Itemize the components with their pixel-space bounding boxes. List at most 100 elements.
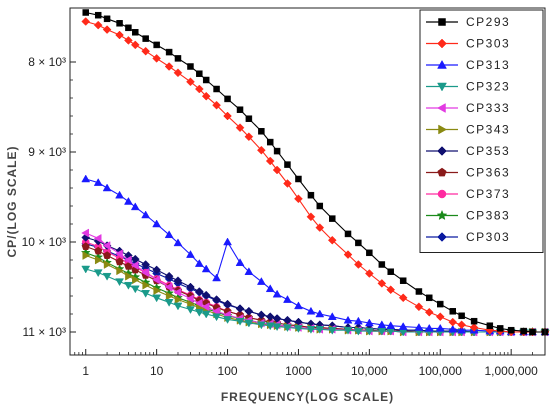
data-point <box>124 36 133 45</box>
series-cp303-1 <box>81 17 550 337</box>
legend-marker <box>437 189 447 199</box>
data-point <box>81 17 91 26</box>
data-point <box>343 326 353 335</box>
data-point <box>327 235 337 245</box>
data-point <box>272 289 282 298</box>
legend-label: CP323 <box>466 80 510 94</box>
data-point <box>212 273 221 282</box>
data-point <box>94 246 103 255</box>
data-point <box>153 286 162 296</box>
data-point <box>130 202 140 211</box>
data-point <box>130 40 140 50</box>
data-point <box>244 319 254 328</box>
data-point <box>283 295 292 303</box>
data-point <box>201 302 210 312</box>
plot-frame <box>69 7 546 356</box>
data-point <box>437 300 444 308</box>
data-point <box>164 299 174 307</box>
data-point <box>354 260 363 269</box>
data-point <box>235 123 245 133</box>
data-point <box>201 310 211 319</box>
legend-item: CP353 <box>426 144 510 158</box>
legend-label: CP313 <box>466 58 510 72</box>
data-point <box>141 46 151 56</box>
data-point <box>132 275 140 285</box>
legend-label: CP303 <box>466 37 510 51</box>
data-point <box>152 275 160 285</box>
data-point <box>435 312 445 322</box>
data-point <box>132 29 139 36</box>
data-point <box>103 15 111 23</box>
data-point <box>82 251 91 260</box>
legend-label: CP363 <box>466 166 510 180</box>
data-point <box>258 128 265 135</box>
data-point <box>265 312 275 322</box>
data-point <box>343 250 353 259</box>
data-point <box>165 48 173 56</box>
data-point <box>377 320 387 329</box>
data-point <box>201 91 211 101</box>
data-point <box>123 196 133 205</box>
data-point <box>124 261 133 270</box>
data-point <box>194 287 204 296</box>
data-point <box>123 281 133 290</box>
x-tick-label: 10,000 <box>351 364 388 378</box>
data-point <box>212 295 221 304</box>
data-point <box>103 260 112 269</box>
data-point <box>377 327 387 336</box>
data-point <box>469 323 479 332</box>
data-point <box>194 84 204 94</box>
data-point <box>244 132 254 142</box>
data-point <box>266 138 274 146</box>
data-point <box>187 299 195 309</box>
legend-label: CP373 <box>466 187 510 201</box>
x-tick-label: 1 <box>82 364 89 378</box>
y-tick-label: 8 × 10³ <box>28 55 66 69</box>
data-point <box>125 24 132 32</box>
data-point <box>152 54 161 63</box>
legend-item: CP333 <box>426 101 510 115</box>
data-point <box>102 183 112 192</box>
data-point <box>457 320 466 330</box>
legend-label: CP333 <box>466 101 510 115</box>
data-point <box>141 260 151 269</box>
legend-item: CP293 <box>426 15 509 29</box>
data-point <box>81 242 90 250</box>
data-point <box>94 11 102 19</box>
data-point <box>141 290 151 298</box>
data-point <box>306 306 316 315</box>
data-point <box>529 328 536 336</box>
data-point <box>194 259 204 267</box>
data-point <box>294 325 303 333</box>
data-point <box>123 255 132 265</box>
data-point <box>93 233 102 243</box>
data-point <box>344 230 352 238</box>
data-point <box>265 156 275 166</box>
legend-item: CP363 <box>426 166 510 180</box>
data-point <box>186 282 195 292</box>
data-point <box>102 241 111 251</box>
data-point <box>81 265 91 274</box>
legend: CP293 CP303 CP313 CP323 CP333 CP343 CP353 CP363… <box>419 9 544 253</box>
data-point <box>194 308 204 317</box>
data-point <box>265 284 275 293</box>
data-point <box>115 190 124 199</box>
legend-item: CP323 <box>426 80 510 94</box>
data-point <box>283 324 292 333</box>
series-cp293-0 <box>82 9 549 336</box>
legend-marker <box>438 18 446 26</box>
data-point <box>173 238 183 247</box>
data-point <box>125 271 133 281</box>
data-point <box>426 294 433 302</box>
data-point <box>186 77 195 87</box>
data-point <box>315 326 325 334</box>
data-point <box>212 100 221 110</box>
data-point <box>187 63 194 70</box>
legend-label: CP353 <box>466 144 510 158</box>
data-point <box>223 299 232 309</box>
data-point <box>364 318 374 327</box>
data-point <box>486 322 494 329</box>
data-point <box>245 115 253 122</box>
data-point <box>201 264 211 273</box>
